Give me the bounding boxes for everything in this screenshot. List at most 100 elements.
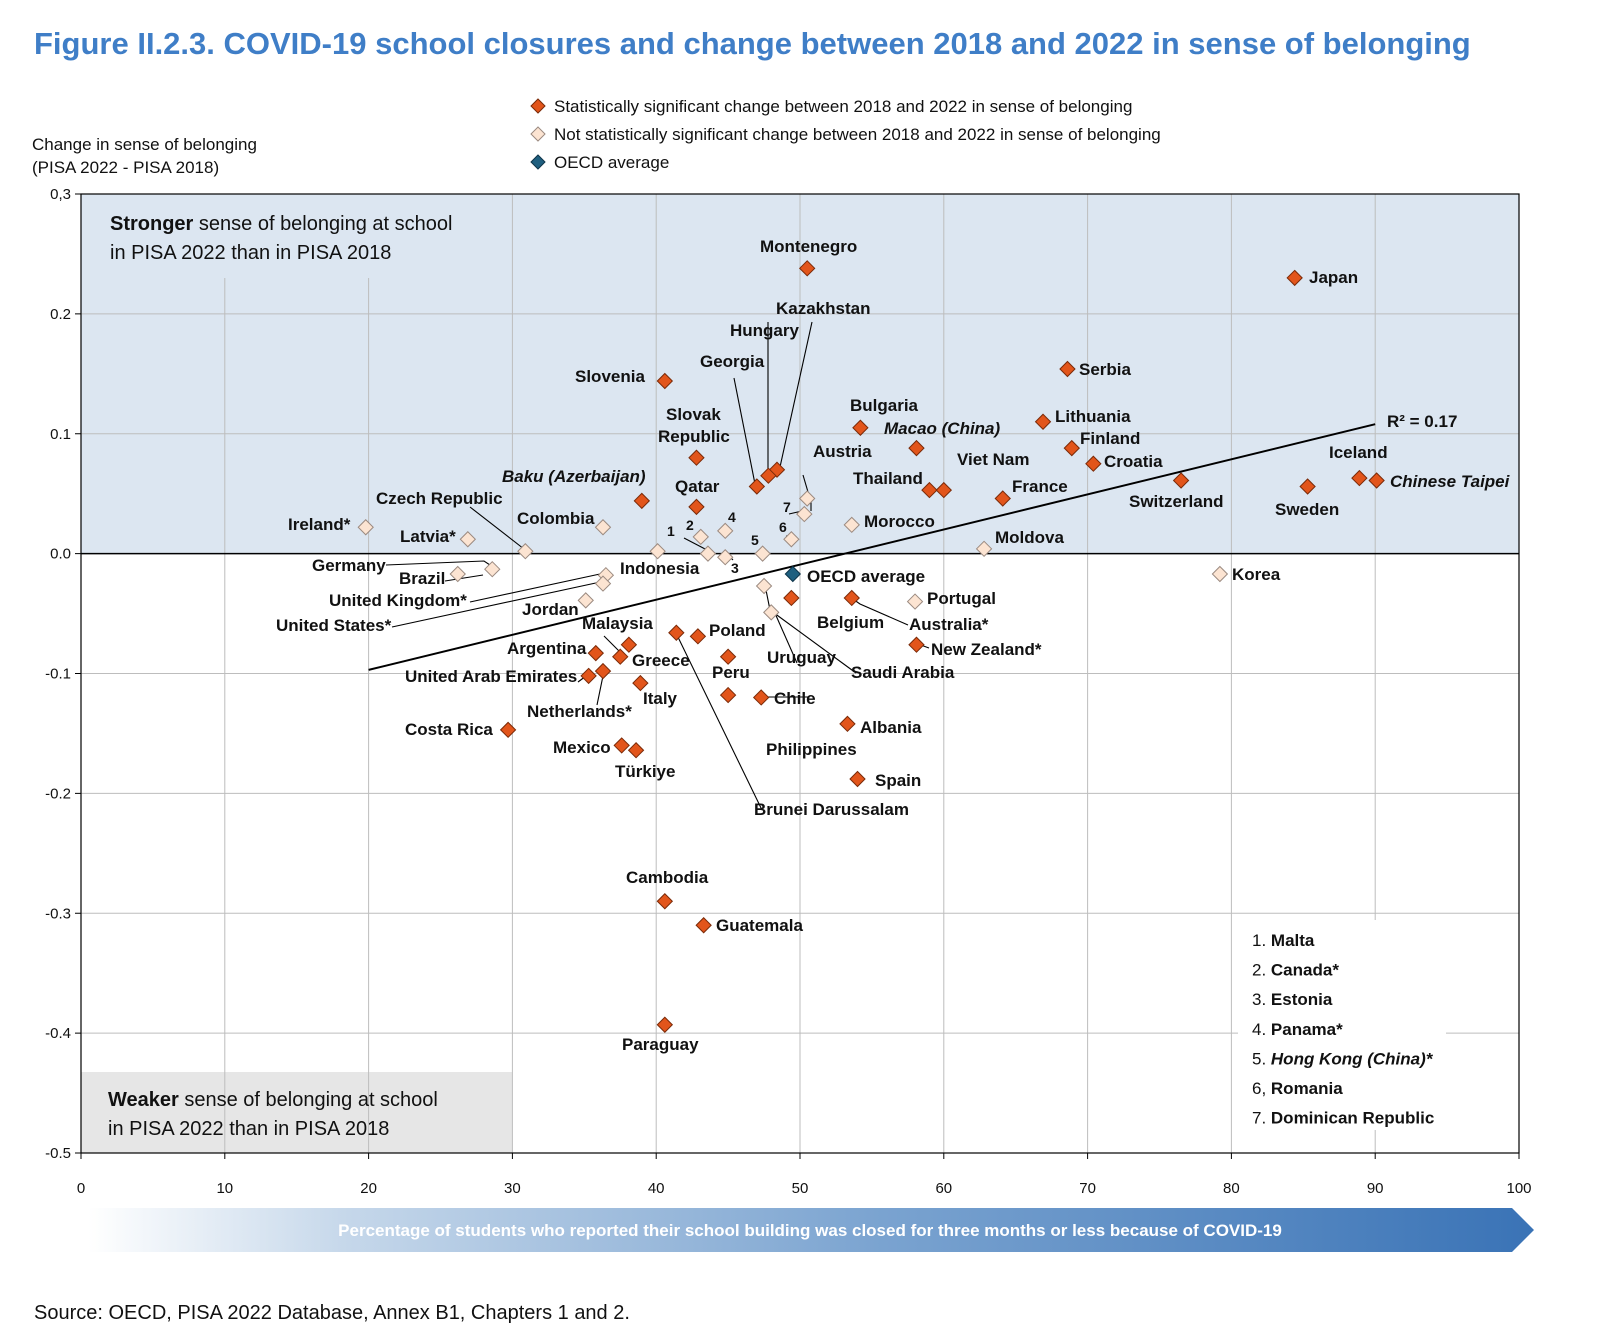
x-tick-label: 100 <box>1506 1180 1531 1197</box>
point-argentina[interactable] <box>587 644 605 662</box>
point-malta[interactable] <box>699 545 717 562</box>
point-spain[interactable] <box>849 770 866 788</box>
label-morocco: Morocco <box>864 512 935 531</box>
point-philippines[interactable] <box>719 686 737 704</box>
note-number: 1. <box>1252 931 1271 950</box>
point-czech-republic[interactable] <box>517 543 534 560</box>
point-brunei-darussalam[interactable] <box>668 624 685 641</box>
point-korea[interactable] <box>1211 565 1229 583</box>
point-oecd-average[interactable] <box>784 565 802 583</box>
note-number: 5. <box>1252 1049 1271 1068</box>
point-portugal[interactable] <box>906 593 924 610</box>
note-item: 2. Canada* <box>1252 961 1339 980</box>
label-greece: Greece <box>632 651 690 670</box>
point-thailand[interactable] <box>921 481 938 499</box>
y-tick-label: -0.2 <box>45 785 71 802</box>
point-indonesia[interactable] <box>649 543 666 560</box>
point-guatemala[interactable] <box>695 917 712 934</box>
leader-line <box>385 560 494 568</box>
y-tick-label: 0.2 <box>50 306 71 323</box>
point-montenegro[interactable] <box>798 260 816 277</box>
region-bold: Stronger <box>110 213 194 235</box>
point-france[interactable] <box>994 490 1011 507</box>
point-chinese-taipei[interactable] <box>1368 472 1385 489</box>
point-united-states[interactable] <box>594 575 612 592</box>
region-rest: sense of belonging at school <box>193 213 452 235</box>
point-new-zealand[interactable] <box>908 636 925 653</box>
point-number-label: 7 <box>783 499 791 515</box>
point-slovenia[interactable] <box>656 372 674 390</box>
point-iceland[interactable] <box>1351 469 1368 487</box>
point-costa-rica[interactable] <box>499 721 517 739</box>
point-brazil[interactable] <box>449 565 466 583</box>
label-georgia: Georgia <box>700 352 765 371</box>
label-italy: Italy <box>643 689 678 708</box>
point-saudi-arabia[interactable] <box>755 577 773 595</box>
point-qatar[interactable] <box>688 498 705 516</box>
label-peru: Peru <box>712 663 750 682</box>
point-switzerland[interactable] <box>1172 472 1190 489</box>
point-jordan[interactable] <box>577 592 594 609</box>
point-serbia[interactable] <box>1059 360 1076 378</box>
point-cambodia[interactable] <box>656 893 674 910</box>
point-bulgaria[interactable] <box>852 419 869 436</box>
point-chile[interactable] <box>752 689 770 706</box>
point-moldova[interactable] <box>975 540 993 558</box>
point-hungary[interactable] <box>760 467 777 484</box>
point-netherlands[interactable] <box>594 662 612 680</box>
point-hong-kong-china[interactable] <box>754 545 771 562</box>
point-latvia[interactable] <box>459 531 477 548</box>
point-italy[interactable] <box>632 674 649 692</box>
point-paraguay[interactable] <box>656 1016 674 1033</box>
point-canada[interactable] <box>692 528 709 546</box>
point-united-arab-emirates[interactable] <box>580 667 597 685</box>
point-austria[interactable] <box>798 490 816 507</box>
region-bold: Weaker <box>108 1089 179 1111</box>
label-uruguay: Uruguay <box>767 648 837 667</box>
x-tick-label: 60 <box>935 1180 952 1197</box>
point-belgium[interactable] <box>783 589 800 607</box>
point-romania[interactable] <box>783 531 800 548</box>
point-ireland[interactable] <box>357 519 374 536</box>
x-tick-label: 20 <box>360 1180 377 1197</box>
point-japan[interactable] <box>1286 269 1303 287</box>
label-ireland: Ireland* <box>288 515 351 534</box>
point-baku-azerbaijan[interactable] <box>633 492 651 510</box>
point-finland[interactable] <box>1063 439 1080 457</box>
point-dominican-republic[interactable] <box>796 505 813 523</box>
point-malaysia[interactable] <box>620 636 638 653</box>
point-panama[interactable] <box>717 522 734 540</box>
stronger-region-label: Stronger sense of belonging at school <box>110 213 452 235</box>
point-greece[interactable] <box>612 648 629 665</box>
leader-line <box>779 321 813 468</box>
point-estonia[interactable] <box>717 549 734 566</box>
point-slovak-republic[interactable] <box>688 449 705 466</box>
x-tick-label: 10 <box>216 1180 233 1197</box>
source-note: Source: OECD, PISA 2022 Database, Annex … <box>34 1302 630 1324</box>
point-t-rkiye[interactable] <box>627 742 645 759</box>
point-lithuania[interactable] <box>1034 413 1052 430</box>
label-chinese-taipei: Chinese Taipei <box>1390 472 1511 491</box>
trendline <box>368 423 1376 671</box>
point-sweden[interactable] <box>1299 478 1316 495</box>
point-australia[interactable] <box>843 589 860 607</box>
point-viet-nam[interactable] <box>935 481 953 499</box>
point-morocco[interactable] <box>843 516 860 534</box>
point-poland[interactable] <box>689 628 707 645</box>
label-moldova: Moldova <box>995 528 1064 547</box>
point-uruguay[interactable] <box>763 604 780 621</box>
label-new-zealand: New Zealand* <box>931 640 1042 659</box>
note-text: Malta <box>1271 931 1315 950</box>
point-macao-china[interactable] <box>908 439 925 457</box>
point-germany[interactable] <box>484 561 501 578</box>
point-mexico[interactable] <box>613 737 630 754</box>
point-peru[interactable] <box>719 648 737 665</box>
point-croatia[interactable] <box>1085 455 1102 472</box>
label-paraguay: Paraguay <box>622 1035 699 1054</box>
point-colombia[interactable] <box>594 519 612 536</box>
point-number-label: 1 <box>667 523 675 539</box>
point-albania[interactable] <box>839 715 856 733</box>
x-tick-label: 30 <box>504 1180 521 1197</box>
note-number: 4. <box>1252 1020 1271 1039</box>
point-georgia[interactable] <box>748 478 766 495</box>
